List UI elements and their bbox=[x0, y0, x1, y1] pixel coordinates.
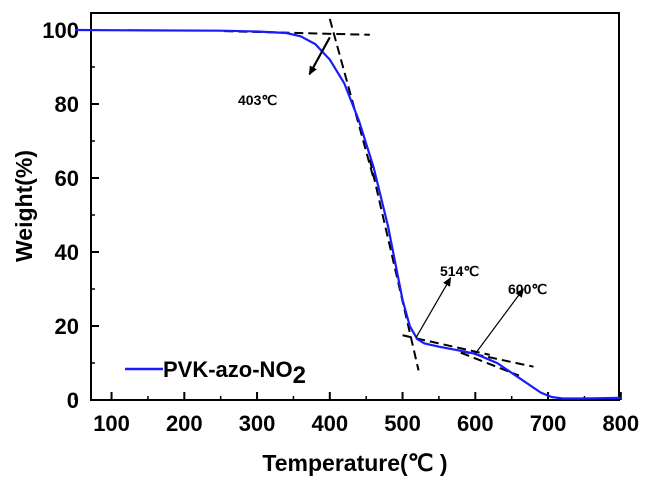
x-tick-label: 300 bbox=[239, 411, 276, 436]
tangent-line bbox=[328, 18, 375, 179]
x-tick-label: 500 bbox=[384, 411, 421, 436]
ticks bbox=[74, 29, 622, 401]
x-tick-label: 700 bbox=[530, 411, 567, 436]
x-tick-label: 100 bbox=[93, 411, 130, 436]
tangent-line bbox=[460, 351, 520, 377]
annotation-label: 403℃ bbox=[238, 92, 277, 108]
tangent-line bbox=[224, 30, 370, 36]
series-line-0 bbox=[75, 28, 621, 400]
x-tick-label: 800 bbox=[602, 411, 639, 436]
x-axis-title: Temperature(℃ ) bbox=[262, 450, 447, 476]
annotation-arrow bbox=[474, 288, 524, 355]
x-tick-label: 600 bbox=[457, 411, 494, 436]
y-tick-label: 40 bbox=[55, 240, 79, 265]
plot-frame bbox=[90, 12, 620, 401]
x-tick-label: 400 bbox=[311, 411, 348, 436]
data-series bbox=[75, 28, 621, 400]
legend-label-subscript: 2 bbox=[293, 362, 306, 389]
annotation-label: 600℃ bbox=[508, 281, 547, 297]
annotation-arrow bbox=[415, 277, 452, 338]
y-tick-label: 60 bbox=[55, 166, 79, 191]
y-tick-label: 100 bbox=[42, 18, 79, 43]
y-tick-label: 80 bbox=[55, 92, 79, 117]
annotations: 403℃ 514℃ 600℃ bbox=[238, 36, 547, 355]
y-axis-title: Weight(%) bbox=[11, 150, 37, 262]
tangent-line bbox=[460, 350, 534, 368]
y-tick-label: 20 bbox=[55, 314, 79, 339]
tangent-lines bbox=[224, 18, 534, 377]
y-tick-label: 0 bbox=[67, 388, 79, 413]
annotation-label: 514℃ bbox=[440, 263, 479, 279]
legend-label: PVK-azo-NO2 bbox=[163, 357, 306, 389]
x-tick-label: 200 bbox=[166, 411, 203, 436]
annotation-arrow bbox=[308, 36, 331, 76]
tick-labels: 100 200 300 400 500 600 700 800 0 20 40 60 80 100 bbox=[42, 18, 639, 436]
legend: PVK-azo-NO2 bbox=[125, 357, 306, 389]
tangent-line bbox=[368, 159, 420, 371]
legend-label-main: PVK-azo-NO bbox=[163, 357, 293, 382]
